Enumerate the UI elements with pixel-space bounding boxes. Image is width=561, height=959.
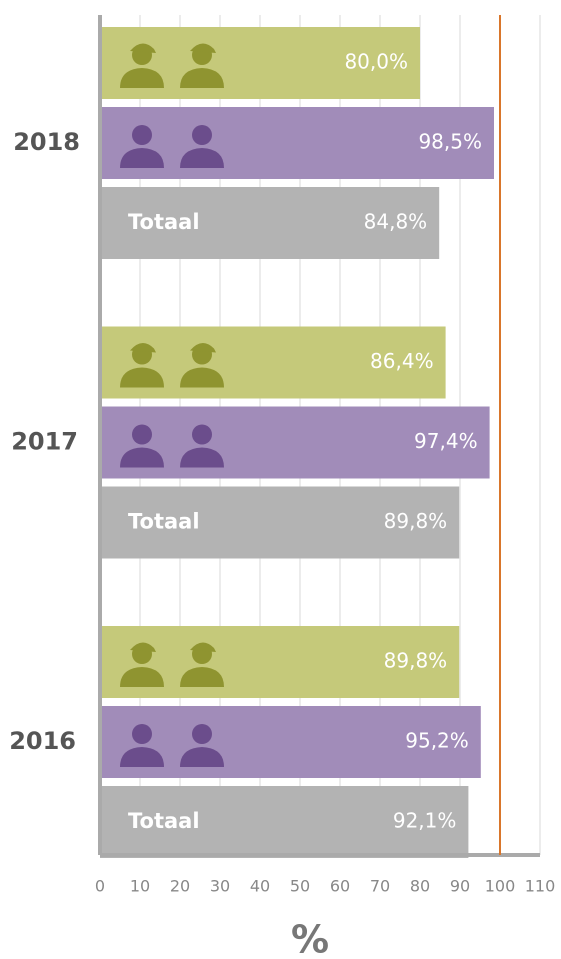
bar xyxy=(100,786,469,858)
series-label: Totaal xyxy=(128,210,200,234)
x-axis-label: % xyxy=(291,918,329,959)
data-label: 97,4% xyxy=(414,429,478,453)
x-tick-label: 30 xyxy=(210,877,230,896)
bar xyxy=(100,486,460,559)
icon-body xyxy=(120,447,164,468)
person-icon xyxy=(120,125,164,168)
x-tick-label: 70 xyxy=(370,877,390,896)
person-icon xyxy=(180,125,224,168)
icon-head xyxy=(132,424,152,445)
x-tick-label: 90 xyxy=(450,877,470,896)
x-tick-label: 60 xyxy=(330,877,350,896)
person-icon xyxy=(180,424,224,468)
icon-cap xyxy=(190,642,216,652)
person-icon xyxy=(180,342,224,388)
icon-body xyxy=(120,148,164,168)
data-label: 89,8% xyxy=(384,509,448,533)
series-label: Totaal xyxy=(128,510,200,534)
icon-body xyxy=(120,667,164,687)
icon-body xyxy=(180,68,224,88)
data-label: 84,8% xyxy=(364,210,428,234)
x-tick-label: 40 xyxy=(250,877,270,896)
person-icon xyxy=(120,342,164,388)
icon-body xyxy=(120,367,164,388)
icon-head xyxy=(192,424,212,445)
bar xyxy=(100,187,440,259)
icon-body xyxy=(120,747,164,767)
x-tick-label: 0 xyxy=(95,877,105,896)
person-icon xyxy=(180,642,224,687)
data-label: 89,8% xyxy=(384,649,448,673)
category-label: 2016 xyxy=(9,727,76,755)
person-icon xyxy=(180,724,224,767)
icon-body xyxy=(180,667,224,687)
icon-cap xyxy=(130,642,156,652)
icon-body xyxy=(180,747,224,767)
icon-cap xyxy=(190,342,216,353)
person-icon xyxy=(180,43,224,88)
x-tick-label: 110 xyxy=(525,877,556,896)
series-label: Totaal xyxy=(128,809,200,833)
icon-head xyxy=(132,125,152,145)
data-label: 86,4% xyxy=(370,349,434,373)
person-icon xyxy=(120,642,164,687)
bar xyxy=(100,107,494,179)
icon-body xyxy=(180,447,224,468)
icon-head xyxy=(192,125,212,145)
x-tick-label: 10 xyxy=(130,877,150,896)
icon-cap xyxy=(190,43,216,53)
x-tick-label: 20 xyxy=(170,877,190,896)
person-icon xyxy=(120,424,164,468)
icon-cap xyxy=(130,342,156,353)
x-tick-label: 50 xyxy=(290,877,310,896)
x-tick-label: 80 xyxy=(410,877,430,896)
category-label: 2018 xyxy=(13,128,80,156)
icon-cap xyxy=(130,43,156,53)
icon-head xyxy=(192,724,212,744)
icon-body xyxy=(180,148,224,168)
data-label: 95,2% xyxy=(405,729,469,753)
person-icon xyxy=(120,43,164,88)
person-icon xyxy=(120,724,164,767)
bar xyxy=(100,406,490,479)
x-tick-label: 100 xyxy=(485,877,516,896)
icon-body xyxy=(120,68,164,88)
icon-body xyxy=(180,367,224,388)
data-label: 92,1% xyxy=(393,809,457,833)
icon-head xyxy=(132,724,152,744)
category-label: 2017 xyxy=(11,428,78,456)
data-label: 98,5% xyxy=(418,130,482,154)
data-label: 80,0% xyxy=(344,50,408,74)
